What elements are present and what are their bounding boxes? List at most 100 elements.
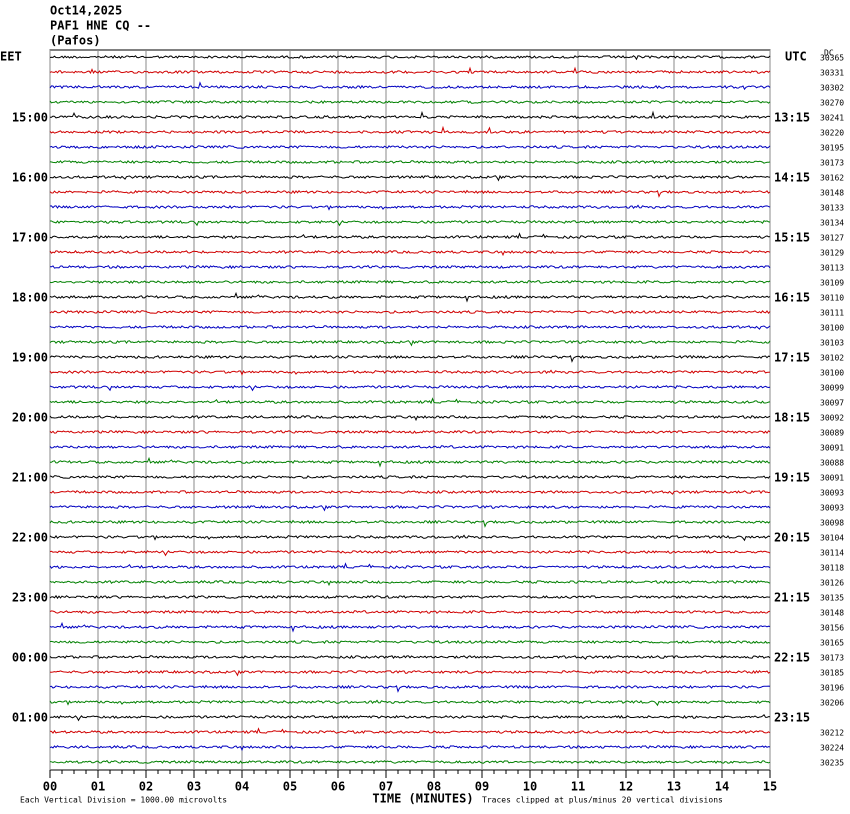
row-value: 30196: [820, 684, 844, 693]
row-value: 30134: [820, 219, 844, 228]
row-value: 30099: [820, 384, 844, 393]
right-time-label: 17:15: [774, 351, 810, 365]
left-time-label: 01:00: [12, 711, 48, 725]
trace: [49, 174, 771, 182]
plot-frame: [49, 49, 771, 771]
right-time-label: 20:15: [774, 531, 810, 545]
trace: [49, 204, 771, 211]
title-line: Oct14,2025: [50, 4, 122, 18]
trace: [49, 125, 771, 135]
trace: [49, 640, 771, 645]
x-tick-label: 04: [235, 780, 249, 794]
row-value: 30118: [820, 564, 844, 573]
right-time-label: 13:15: [774, 111, 810, 125]
x-tick-label: 10: [523, 780, 537, 794]
trace: [49, 369, 771, 376]
right-time-label: 14:15: [774, 171, 810, 185]
row-value: 30224: [820, 744, 844, 753]
footnote: Traces clipped at plus/minus 20 vertical…: [482, 796, 723, 805]
trace: [50, 456, 771, 468]
row-value: 30220: [820, 129, 844, 138]
row-value: 30185: [820, 669, 844, 678]
trace: [49, 684, 771, 693]
row-value: 30110: [820, 294, 844, 303]
x-tick-label: 11: [571, 780, 585, 794]
row-value: 30365: [820, 54, 844, 63]
trace: [49, 759, 771, 764]
footnote: Each Vertical Division = 1000.00 microvo…: [20, 796, 227, 805]
row-value: 30093: [820, 504, 844, 513]
trace: [49, 66, 771, 75]
trace: [49, 415, 771, 422]
x-tick-label: 00: [43, 780, 57, 794]
x-tick-label: 14: [715, 780, 729, 794]
row-value: 30135: [820, 594, 844, 603]
left-time-label: 16:00: [12, 171, 48, 185]
right-time-label: 16:15: [774, 291, 810, 305]
row-value: 30162: [820, 174, 844, 183]
row-value: 30235: [820, 759, 844, 768]
row-value: 30100: [820, 324, 844, 333]
x-tick-label: 05: [283, 780, 297, 794]
row-value: 30195: [820, 144, 844, 153]
row-value: 30212: [820, 729, 844, 738]
trace: [49, 339, 771, 347]
trace: [49, 232, 771, 240]
trace: [49, 549, 771, 557]
trace: [49, 100, 771, 105]
row-value: 30098: [820, 519, 844, 528]
title-line: (Pafos): [50, 34, 101, 48]
left-time-label: 19:00: [12, 351, 48, 365]
trace: [49, 189, 771, 198]
trace: [49, 562, 771, 570]
title-line: PAF1 HNE CQ --: [50, 19, 151, 33]
trace: [49, 310, 771, 315]
left-time-label: 17:00: [12, 231, 48, 245]
left-time-label: 15:00: [12, 111, 48, 125]
row-value: 30093: [820, 489, 844, 498]
trace: [49, 354, 771, 363]
left-time-label: 21:00: [12, 471, 48, 485]
x-tick-label: 09: [475, 780, 489, 794]
trace: [49, 429, 771, 435]
trace: [49, 397, 771, 405]
row-value: 30173: [820, 654, 844, 663]
row-value: 30113: [820, 264, 844, 273]
row-value: 30173: [820, 159, 844, 168]
row-value: 30111: [820, 309, 844, 318]
trace: [49, 159, 771, 165]
trace: [49, 580, 771, 587]
x-tick-label: 01: [91, 780, 105, 794]
row-value: 30241: [820, 114, 844, 123]
trace: [49, 55, 771, 61]
x-tick-label: 15: [763, 780, 777, 794]
trace: [49, 504, 771, 512]
row-value: 30133: [820, 204, 844, 213]
row-value: 30331: [820, 69, 844, 78]
trace: [50, 219, 771, 227]
left-time-label: 00:00: [12, 651, 48, 665]
row-value: 30129: [820, 249, 844, 258]
x-tick-label: 08: [427, 780, 441, 794]
left-time-label: 23:00: [12, 591, 48, 605]
trace: [49, 324, 771, 330]
left-time-label: 22:00: [12, 531, 48, 545]
row-value: 30127: [820, 234, 844, 243]
row-value: 30165: [820, 639, 844, 648]
row-value: 30102: [820, 354, 844, 363]
trace: [49, 475, 771, 480]
row-value: 30091: [820, 444, 844, 453]
trace: [50, 110, 771, 119]
trace: [49, 669, 771, 677]
trace: [49, 699, 771, 707]
trace: [49, 744, 771, 752]
right-time-label: 23:15: [774, 711, 810, 725]
trace: [49, 264, 771, 270]
right-time-label: 21:15: [774, 591, 810, 605]
row-value: 30088: [820, 459, 844, 468]
trace: [49, 594, 770, 600]
row-value: 30148: [820, 609, 844, 618]
trace: [49, 654, 771, 660]
trace: [49, 621, 771, 633]
